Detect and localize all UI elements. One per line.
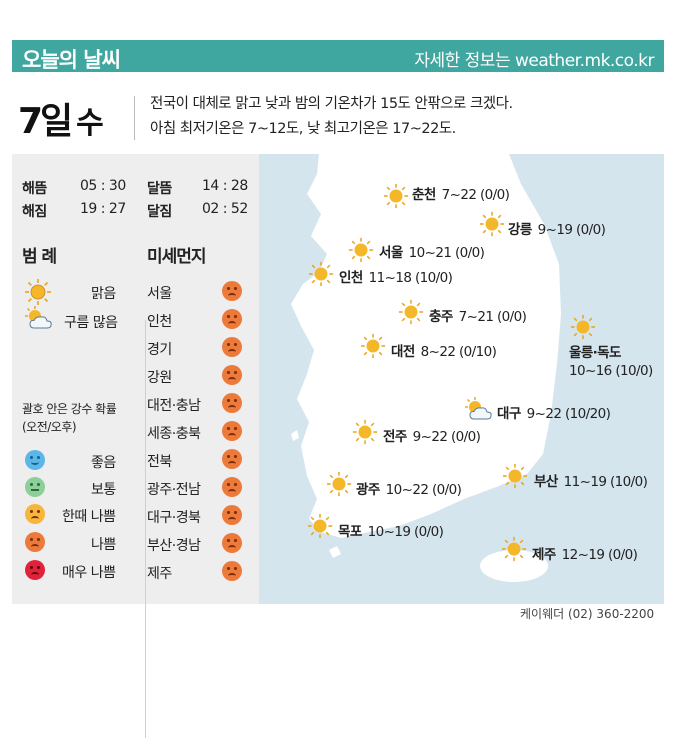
dust-bad-icon (222, 505, 242, 525)
header-bar: 오늘의 날씨 자세한 정보는 weather.mk.co.kr (12, 40, 664, 72)
dust-scale-label: 좋음 (91, 455, 116, 471)
sun-icon (479, 211, 505, 237)
dust-region: 광주·전남 (147, 482, 201, 498)
legend-title: 범 례 (22, 247, 57, 267)
city-weather: 광주 10~22 (0/0) (356, 482, 462, 498)
panel-divider (145, 320, 146, 738)
sun-icon (398, 299, 424, 325)
city-weather: 인천 11~18 (10/0) (339, 270, 453, 286)
moonrise-time: 14 : 28 (202, 178, 248, 194)
info-panel: 해뜸 05 : 30 해짐 19 : 27 달뜸 14 : 28 달짐 02 :… (12, 154, 259, 738)
dust-region: 서울 (147, 286, 172, 302)
dust-good-icon (25, 450, 45, 470)
sunrise-time: 05 : 30 (80, 178, 126, 194)
source-credit: 케이웨더 (02) 360-2200 (520, 607, 655, 621)
sun-icon (307, 513, 333, 539)
date-divider (134, 96, 135, 140)
city-weather: 서울 10~21 (0/0) (379, 245, 485, 261)
dust-bad-icon (222, 281, 242, 301)
sun-icon (308, 261, 334, 287)
legend-label-cloudy: 구름 많음 (64, 315, 118, 331)
sunset-time: 19 : 27 (80, 201, 126, 217)
city-weather: 대구 9~22 (10/20) (497, 406, 611, 422)
moonset-label: 달짐 (147, 204, 172, 220)
legend-label-clear: 맑음 (91, 286, 116, 302)
dust-region: 경기 (147, 342, 172, 358)
dust-mid-icon (25, 504, 45, 524)
city-weather: 전주 9~22 (0/0) (383, 429, 481, 445)
sun-icon (360, 333, 386, 359)
page-title: 오늘의 날씨 (22, 48, 121, 72)
info-link[interactable]: 자세한 정보는 weather.mk.co.kr (414, 51, 654, 71)
dust-region: 세종·충북 (147, 426, 201, 442)
dust-scale-label: 나쁨 (91, 537, 116, 553)
sun-icon (348, 237, 374, 263)
dust-region: 강원 (147, 370, 172, 386)
sun-icon (326, 471, 352, 497)
dust-bad-icon (222, 365, 242, 385)
dust-bad-icon (222, 533, 242, 553)
moonrise-label: 달뜸 (147, 181, 172, 197)
city-weather: 울릉·독도 (569, 345, 621, 361)
dust-bad-icon (222, 477, 242, 497)
date-block: 7일 수 (18, 92, 104, 144)
sun-icon (501, 536, 527, 562)
dust-bad-icon (25, 532, 45, 552)
weather-map: 춘천 7~22 (0/0) 강릉 9~19 (0/0) 서울 10~21 (0/0) … (259, 154, 664, 604)
sun-icon (383, 183, 409, 209)
city-weather: 강릉 9~19 (0/0) (508, 222, 606, 238)
moonset-time: 02 : 52 (202, 201, 248, 217)
dust-bad-icon (222, 421, 242, 441)
sun-icon (25, 279, 51, 305)
city-weather: 제주 12~19 (0/0) (532, 547, 638, 563)
dust-bad-icon (222, 393, 242, 413)
sun-icon (502, 463, 528, 489)
sun-icon (570, 314, 596, 340)
dust-region: 제주 (147, 566, 172, 582)
sunrise-label: 해뜸 (22, 181, 47, 197)
date-weekday: 수 (76, 106, 104, 141)
dust-title: 미세먼지 (147, 247, 207, 267)
dust-bad-icon (222, 309, 242, 329)
precip-note-line1: 괄호 안은 강수 확률 (22, 402, 117, 416)
sun-icon (352, 419, 378, 445)
city-weather: 대전 8~22 (0/10) (391, 344, 497, 360)
summary: 전국이 대체로 맑고 낮과 밤의 기온차가 15도 안팎으로 크겠다. 아침 최… (150, 92, 513, 142)
cloud-sun-icon (465, 397, 492, 420)
city-weather-temp: 10~16 (10/0) (569, 363, 653, 379)
sunset-label: 해짐 (22, 204, 47, 220)
summary-line-2: 아침 최저기온은 7~12도, 낮 최고기온은 17~22도. (150, 121, 456, 137)
dust-bad-icon (222, 561, 242, 581)
dust-scale-label: 매우 나쁨 (62, 565, 116, 581)
dust-region: 대전·충남 (147, 398, 201, 414)
city-weather: 춘천 7~22 (0/0) (412, 187, 510, 203)
city-weather: 목포 10~19 (0/0) (338, 524, 444, 540)
dust-region: 인천 (147, 314, 172, 330)
dust-region: 대구·경북 (147, 510, 201, 526)
dust-normal-icon (25, 477, 45, 497)
precip-note-line2: (오전/오후) (22, 420, 77, 434)
dust-scale-label: 한때 나쁨 (62, 509, 116, 525)
city-weather: 부산 11~19 (10/0) (534, 474, 648, 490)
dust-worst-icon (25, 560, 45, 580)
dust-bad-icon (222, 449, 242, 469)
dust-region: 전북 (147, 454, 172, 470)
cloud-sun-icon (25, 306, 52, 329)
city-weather: 충주 7~21 (0/0) (429, 309, 527, 325)
summary-line-1: 전국이 대체로 맑고 낮과 밤의 기온차가 15도 안팎으로 크겠다. (150, 96, 513, 112)
dust-scale-label: 보통 (91, 482, 116, 498)
dust-region: 부산·경남 (147, 538, 201, 554)
date-day: 7일 (18, 101, 73, 142)
dust-bad-icon (222, 337, 242, 357)
